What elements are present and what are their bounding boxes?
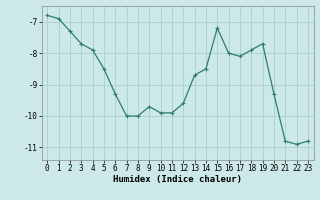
X-axis label: Humidex (Indice chaleur): Humidex (Indice chaleur): [113, 175, 242, 184]
